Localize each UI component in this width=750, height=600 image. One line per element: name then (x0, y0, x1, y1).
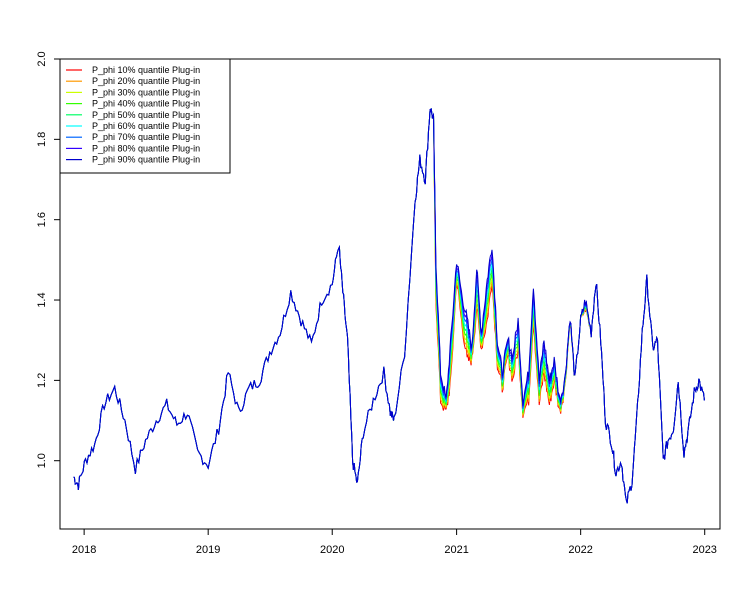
x-tick-label: 2018 (72, 544, 96, 556)
x-axis: 2018 2019 2020 2021 2022 2023 (72, 528, 717, 556)
series-line-90 (73, 108, 705, 504)
y-axis: 1.0 1.2 1.4 1.6 1.8 2.0 (36, 51, 61, 468)
series-lines (73, 108, 705, 504)
x-tick-label: 2019 (196, 544, 220, 556)
legend-label: P_phi 50% quantile Plug-in (92, 110, 200, 120)
legend-label: P_phi 80% quantile Plug-in (92, 143, 200, 153)
y-tick-label: 1.8 (36, 132, 48, 147)
y-tick-label: 1.2 (36, 373, 48, 388)
legend: P_phi 10% quantile Plug-inP_phi 20% quan… (59, 58, 231, 174)
legend-label: P_phi 70% quantile Plug-in (92, 132, 200, 142)
legend-label: P_phi 10% quantile Plug-in (92, 65, 200, 75)
legend-label: P_phi 90% quantile Plug-in (92, 155, 200, 165)
legend-label: P_phi 60% quantile Plug-in (92, 121, 200, 131)
x-tick-label: 2023 (692, 544, 716, 556)
legend-label: P_phi 30% quantile Plug-in (92, 87, 200, 97)
legend-label: P_phi 40% quantile Plug-in (92, 99, 200, 109)
y-tick-label: 2.0 (36, 51, 48, 66)
y-tick-label: 1.4 (36, 292, 48, 307)
x-tick-label: 2020 (320, 544, 344, 556)
legend-label: P_phi 20% quantile Plug-in (92, 76, 200, 86)
x-tick-label: 2021 (444, 544, 468, 556)
y-tick-label: 1.0 (36, 453, 48, 468)
y-tick-label: 1.6 (36, 212, 48, 227)
x-tick-label: 2022 (568, 544, 592, 556)
legend-box (59, 58, 231, 174)
